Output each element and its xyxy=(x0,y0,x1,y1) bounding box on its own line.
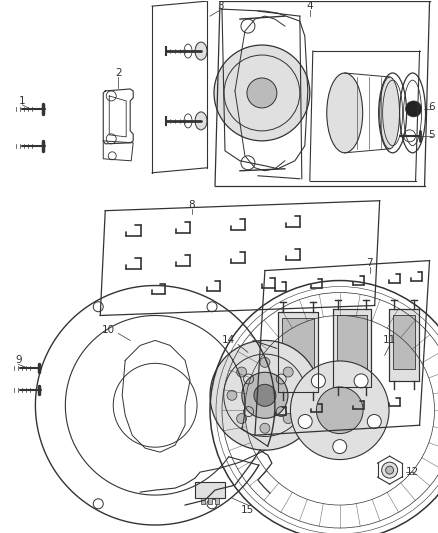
Ellipse shape xyxy=(195,112,207,130)
Bar xyxy=(215,498,219,504)
Text: 6: 6 xyxy=(428,102,435,112)
Text: 9: 9 xyxy=(15,356,22,366)
Circle shape xyxy=(406,101,421,117)
Text: 12: 12 xyxy=(406,467,419,477)
Circle shape xyxy=(316,387,363,434)
Circle shape xyxy=(260,358,270,367)
Circle shape xyxy=(293,390,303,400)
Circle shape xyxy=(237,414,247,424)
Ellipse shape xyxy=(327,73,363,153)
Bar xyxy=(392,316,415,369)
Circle shape xyxy=(367,415,381,429)
Bar xyxy=(337,316,367,375)
Circle shape xyxy=(210,341,320,450)
Text: 2: 2 xyxy=(115,68,121,78)
Bar xyxy=(208,498,212,504)
Text: 7: 7 xyxy=(366,257,373,268)
Bar xyxy=(201,498,205,504)
Text: 1: 1 xyxy=(19,96,26,106)
Ellipse shape xyxy=(380,77,399,149)
Text: 3: 3 xyxy=(217,1,223,11)
Circle shape xyxy=(333,440,347,454)
Text: 11: 11 xyxy=(383,335,396,345)
Text: 15: 15 xyxy=(241,505,254,515)
Text: 10: 10 xyxy=(102,326,115,335)
Text: 8: 8 xyxy=(189,200,195,209)
Polygon shape xyxy=(389,310,419,381)
Polygon shape xyxy=(278,312,318,392)
Circle shape xyxy=(354,374,368,388)
Circle shape xyxy=(298,415,312,429)
Circle shape xyxy=(311,374,325,388)
Text: 5: 5 xyxy=(428,130,435,140)
Text: 4: 4 xyxy=(307,1,313,11)
Text: 14: 14 xyxy=(221,335,235,345)
Circle shape xyxy=(260,423,270,433)
Bar xyxy=(195,482,225,498)
Circle shape xyxy=(247,78,277,108)
Circle shape xyxy=(283,367,293,377)
Circle shape xyxy=(214,45,310,141)
Polygon shape xyxy=(333,310,371,387)
Circle shape xyxy=(242,372,288,418)
Ellipse shape xyxy=(195,42,207,60)
Bar xyxy=(282,318,314,381)
Circle shape xyxy=(254,384,276,406)
Circle shape xyxy=(290,361,389,459)
Circle shape xyxy=(283,414,293,424)
Circle shape xyxy=(227,390,237,400)
Circle shape xyxy=(385,466,394,474)
Circle shape xyxy=(381,462,398,478)
Circle shape xyxy=(237,367,247,377)
